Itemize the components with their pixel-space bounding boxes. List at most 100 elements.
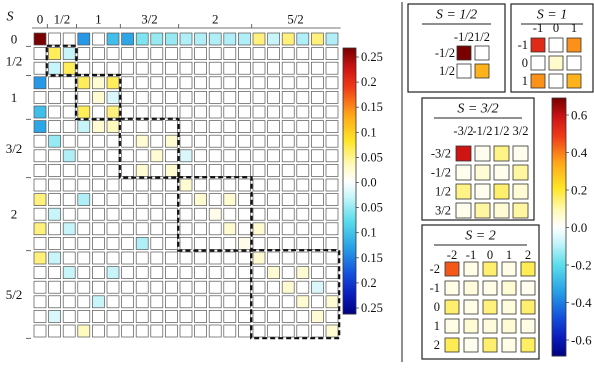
matrix-cell [194, 237, 207, 250]
matrix-cell [106, 134, 120, 148]
matrix-cell [62, 120, 76, 133]
matrix-cell [165, 222, 178, 236]
matrix-cell [135, 47, 149, 60]
panel-title: S = 3/2 [457, 102, 498, 117]
matrix-cell [33, 237, 47, 250]
colorbar-tick-label: 0.4 [571, 145, 588, 160]
matrix-cell [281, 61, 295, 75]
matrix-cell [77, 134, 91, 148]
matrix-cell [238, 91, 251, 104]
panel-cell [501, 280, 517, 296]
matrix-cell [223, 193, 237, 206]
colorbar-segment [552, 128, 566, 131]
panel-cell [501, 261, 517, 277]
matrix-cell [165, 251, 178, 265]
matrix-cell [135, 251, 149, 265]
matrix-cell [208, 120, 222, 133]
matrix-cell [267, 266, 280, 279]
matrix-cell [77, 280, 91, 294]
panel-cell [493, 164, 510, 181]
matrix-cell [165, 149, 178, 163]
matrix-cell [223, 310, 237, 323]
colorbar-segment [552, 227, 566, 230]
matrix-cell [311, 134, 324, 148]
colorbar-segment [343, 216, 356, 220]
colorbar-segment [552, 250, 566, 254]
matrix-cell [267, 120, 280, 133]
colorbar-segment [343, 87, 356, 91]
colorbar-segment [552, 248, 566, 252]
colorbar-segment [343, 92, 356, 95]
matrix-cell [208, 193, 222, 206]
matrix-cell [62, 237, 76, 250]
matrix-cell [33, 164, 47, 177]
colorbar-segment [552, 257, 566, 260]
colorbar-segment [552, 349, 566, 353]
matrix-cell [325, 222, 339, 236]
panel-row-label: 1 [434, 319, 440, 333]
matrix-cell [296, 324, 310, 338]
colorbar-segment [343, 278, 356, 282]
matrix-cell [296, 105, 310, 119]
matrix-cell [106, 251, 120, 265]
matrix-cell [150, 207, 164, 221]
matrix-cell [267, 32, 280, 46]
colorbar-segment [343, 302, 356, 306]
matrix-cell [62, 193, 76, 206]
colorbar-segment [552, 224, 566, 228]
colorbar-segment [343, 285, 356, 288]
matrix-cell [194, 76, 207, 90]
matrix-cell [267, 193, 280, 206]
colorbar-segment [552, 106, 566, 110]
matrix-cell [252, 251, 266, 265]
colorbar-segment [343, 74, 356, 78]
colorbar-segment [552, 151, 566, 155]
panel-row-label: 0 [522, 56, 528, 70]
matrix-cell [223, 61, 237, 75]
panel-cell [520, 261, 536, 277]
colorbar-segment [343, 194, 356, 197]
colorbar-segment [552, 252, 566, 256]
colorbar-segment [343, 145, 356, 149]
colorbar-segment [552, 123, 566, 127]
colorbar-segment [552, 313, 566, 316]
panel-row-label: 1/2 [435, 185, 451, 199]
colorbar-segment [552, 302, 566, 305]
matrix-cell [238, 222, 251, 236]
matrix-cell [106, 47, 120, 60]
matrix-cell [48, 324, 61, 338]
panel-row-label: 3/2 [435, 204, 451, 218]
colorbar-segment [552, 102, 566, 105]
matrix-cell [296, 251, 310, 265]
diagonal-block-outline [118, 117, 180, 179]
matrix-cell [311, 76, 324, 90]
colorbar-segment [552, 181, 566, 185]
matrix-cell [165, 295, 178, 309]
panel-cell [530, 73, 546, 89]
panel-row-label: 1/2 [439, 64, 455, 78]
colorbar-tick-label: 0.05 [361, 150, 383, 164]
matrix-cell [252, 193, 266, 206]
colorbar-segment [343, 161, 356, 164]
matrix-cell [194, 149, 207, 163]
panel-cell [444, 299, 460, 315]
matrix-cell [179, 295, 193, 309]
colorbar-segment [552, 190, 566, 193]
matrix-cell [238, 32, 251, 46]
matrix-cell [33, 134, 47, 148]
matrix-cell [77, 61, 91, 75]
colorbar-segment [343, 83, 356, 87]
colorbar-segment [552, 218, 566, 221]
matrix-cell [48, 207, 61, 221]
colorbar-segment [343, 107, 356, 111]
panel-S-1/2: S = 1/2-1/2-1/21/21/2 [407, 3, 506, 93]
panel-title: S = 2 [465, 229, 495, 244]
matrix-cell [194, 32, 207, 46]
matrix-cell [281, 47, 295, 60]
matrix-cell [106, 280, 120, 294]
matrix-cell [223, 149, 237, 163]
colorbar-segment [343, 263, 356, 266]
colorbar-segment [343, 203, 356, 206]
matrix-cell [238, 134, 251, 148]
matrix-cell [267, 164, 280, 177]
